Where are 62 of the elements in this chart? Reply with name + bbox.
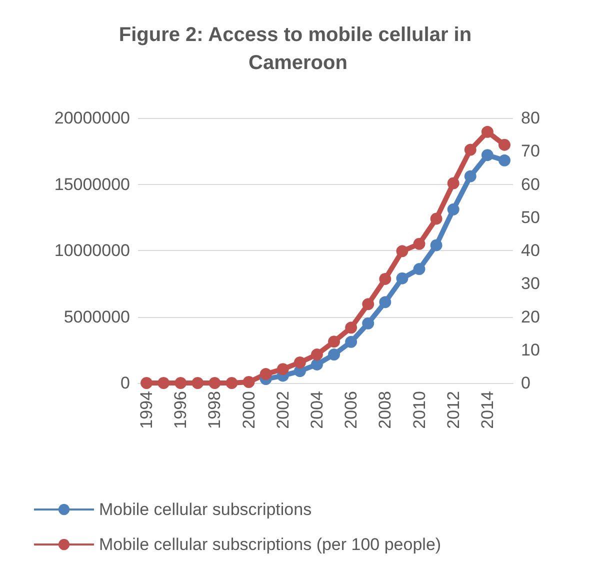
y2-tick-label: 70	[521, 142, 540, 161]
y2-tick-label: 60	[521, 174, 540, 194]
y2-tick-label: 10	[521, 340, 540, 360]
x-tick-label: 2004	[307, 391, 326, 429]
y2-tick-label: 50	[521, 208, 540, 227]
y-tick-label: 10000000	[54, 241, 130, 260]
point	[481, 126, 494, 138]
point	[192, 377, 204, 389]
x-tick-label: 2014	[478, 391, 497, 429]
point	[328, 336, 340, 348]
point	[447, 203, 460, 216]
point	[226, 377, 238, 389]
point	[242, 376, 255, 388]
point	[310, 358, 323, 370]
y-tick-label: 5000000	[64, 307, 130, 326]
point	[260, 368, 272, 380]
point	[345, 322, 358, 334]
x-tick-label: 2002	[273, 391, 292, 429]
x-tick-label: 2000	[239, 391, 258, 429]
y2-tick-label: 40	[521, 241, 540, 260]
point	[498, 138, 510, 151]
y2-tick-label: 80	[521, 108, 540, 128]
point	[464, 144, 476, 156]
x-tick-label: 1996	[171, 391, 190, 429]
point	[276, 363, 289, 376]
point	[464, 170, 476, 182]
point	[413, 238, 426, 250]
point	[328, 348, 340, 361]
y-tick-label: 15000000	[54, 174, 130, 194]
x-tick-label: 1998	[205, 391, 224, 429]
y2-tick-label: 20	[521, 307, 540, 326]
point	[208, 377, 221, 389]
point	[396, 272, 408, 284]
point	[447, 177, 460, 190]
x-tick-label: 2008	[376, 391, 395, 429]
x-tick-label: 2010	[410, 391, 429, 429]
y-tick-label: 20000000	[54, 108, 130, 128]
point	[174, 377, 187, 389]
point	[158, 377, 170, 389]
point	[379, 272, 392, 285]
point	[362, 317, 374, 330]
legend-label: Mobile cellular subscriptions (per 100 people)	[99, 535, 442, 554]
point	[294, 356, 306, 368]
point	[481, 149, 494, 162]
x-tick-label: 2012	[444, 391, 463, 429]
legend-label: Mobile cellular subscriptions	[99, 500, 312, 519]
point	[345, 336, 358, 348]
point	[310, 348, 323, 361]
point	[498, 154, 510, 166]
point	[379, 296, 392, 308]
point	[430, 239, 442, 252]
x-tick-label: 2006	[342, 391, 361, 429]
point	[413, 263, 426, 276]
y2-tick-label: 0	[521, 374, 530, 392]
point	[396, 245, 408, 258]
y-tick-label: 0	[120, 374, 130, 392]
point	[430, 212, 442, 225]
point	[140, 377, 153, 389]
point	[362, 298, 374, 310]
x-tick-label: 1994	[137, 391, 156, 429]
chart-title: Figure 2: Access to mobile cellular in Cameroon	[118, 24, 478, 74]
y2-tick-label: 30	[521, 274, 540, 294]
